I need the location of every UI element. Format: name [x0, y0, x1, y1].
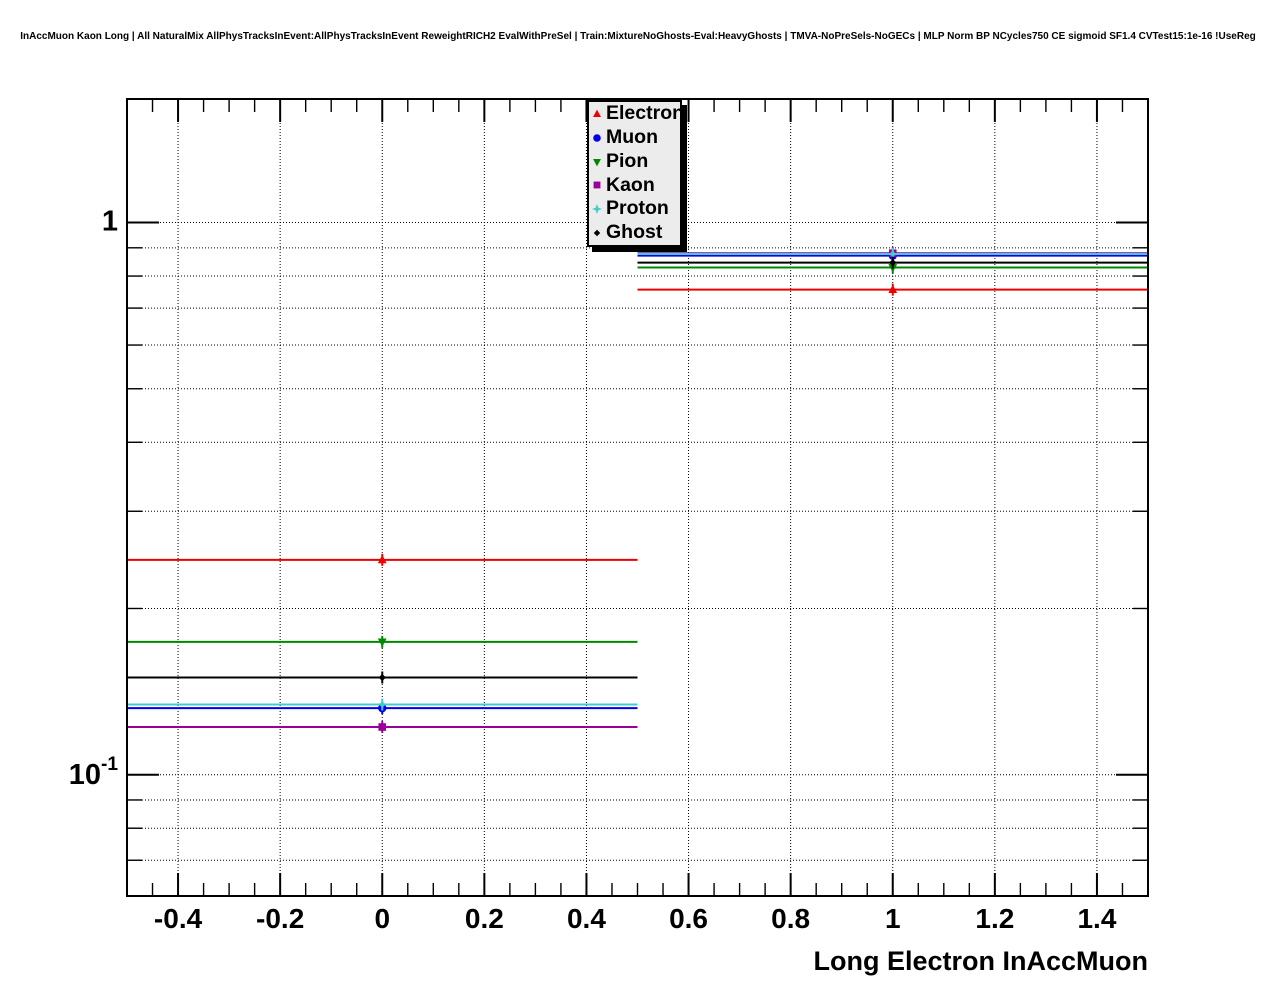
x-axis-tick-label: 1.2 [975, 903, 1015, 934]
legend-entry-label: Proton [606, 197, 669, 220]
ghost-marker-icon [593, 229, 601, 237]
x-axis-tick-label: 1.4 [1077, 903, 1117, 934]
proton-marker [887, 248, 899, 260]
legend-entry-muon[interactable]: Muon [589, 126, 680, 150]
x-axis-tick-label: 0.8 [771, 903, 811, 934]
kaon-marker-icon [593, 181, 601, 189]
x-axis-tick-label: 0.4 [566, 903, 606, 934]
x-axis-tick-label: 0.2 [464, 903, 504, 934]
legend-entry-label: Muon [606, 125, 658, 148]
x-axis-tick-label: -0.2 [256, 903, 305, 934]
electron-marker [377, 555, 387, 564]
electron-marker-icon [593, 109, 601, 117]
ghost-marker-icon [593, 229, 601, 237]
proton-marker [376, 699, 388, 711]
x-axis-tick-label: 0 [374, 903, 391, 934]
legend-box[interactable]: Electron Muon Pion Kaon Proton Ghost [587, 100, 684, 247]
electron-marker-icon [593, 109, 601, 117]
kaon-marker [378, 723, 387, 731]
legend-entry-pion[interactable]: Pion [589, 150, 680, 174]
series-pion [127, 261, 1148, 648]
x-axis-tick-label: 1 [884, 903, 901, 934]
y-axis-label: 1 [101, 205, 118, 238]
muon-marker-icon [593, 133, 601, 142]
legend-entry-ghost[interactable]: Ghost [589, 221, 680, 245]
pion-marker-icon [593, 158, 601, 166]
series-proton [127, 248, 1148, 711]
y-axis-label: 10-1 [68, 754, 118, 791]
legend-entry-label: Pion [606, 149, 649, 172]
legend-entry-label: Ghost [606, 221, 663, 244]
proton-marker-icon [592, 204, 602, 215]
electron-marker [888, 284, 898, 294]
legend-entry-kaon[interactable]: Kaon [589, 173, 680, 197]
series-muon [127, 249, 1148, 715]
plot-frame [126, 98, 1149, 897]
ghost-marker [889, 259, 897, 267]
legend-entry-electron[interactable]: Electron [589, 102, 684, 126]
plot-title: InAccMuon Kaon Long | All NaturalMix All… [20, 31, 1256, 42]
ghost-marker [378, 673, 386, 682]
x-axis-title: Long Electron InAccMuon [813, 946, 1149, 976]
pion-marker [377, 638, 387, 647]
proton-marker-icon [592, 204, 602, 215]
x-axis-tick-label: 0.6 [669, 903, 709, 934]
series-electron [127, 283, 1148, 566]
legend-entry-label: Kaon [606, 173, 655, 196]
series-ghost [127, 256, 1148, 684]
pion-marker-icon [593, 158, 601, 166]
x-axis-tick-label: -0.4 [153, 903, 203, 934]
legend-entry-proton[interactable]: Proton [589, 197, 680, 221]
legend-entry-label: Electron [606, 102, 685, 125]
kaon-marker-icon [593, 181, 601, 189]
muon-marker-icon [593, 133, 601, 142]
